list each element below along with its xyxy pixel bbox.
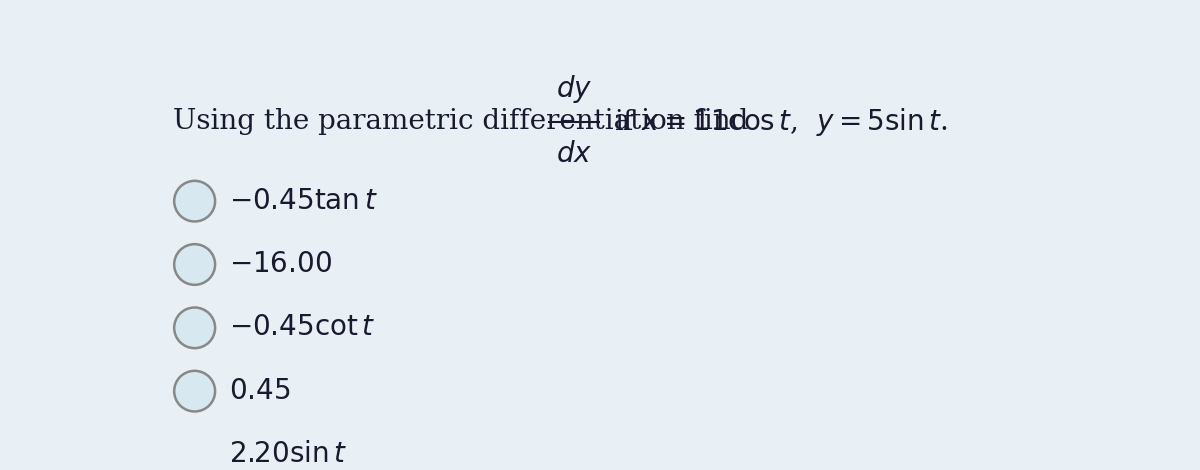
Text: $-0.45\tan t$: $-0.45\tan t$ bbox=[229, 188, 378, 215]
Text: $2.20\sin t$: $2.20\sin t$ bbox=[229, 441, 347, 468]
Ellipse shape bbox=[174, 307, 215, 348]
Ellipse shape bbox=[174, 371, 215, 412]
Text: $-0.45\cot t$: $-0.45\cot t$ bbox=[229, 314, 376, 341]
Ellipse shape bbox=[174, 181, 215, 221]
Ellipse shape bbox=[174, 244, 215, 285]
Text: if $x = 11\cos t$,  $y = 5\sin t$.: if $x = 11\cos t$, $y = 5\sin t$. bbox=[614, 106, 948, 138]
Text: $-16.00$: $-16.00$ bbox=[229, 251, 332, 278]
Text: $dx$: $dx$ bbox=[556, 141, 593, 168]
Text: $dy$: $dy$ bbox=[556, 73, 593, 105]
Ellipse shape bbox=[174, 434, 215, 470]
Text: Using the parametric differentiation find: Using the parametric differentiation fin… bbox=[173, 108, 749, 135]
Text: $0.45$: $0.45$ bbox=[229, 378, 290, 405]
